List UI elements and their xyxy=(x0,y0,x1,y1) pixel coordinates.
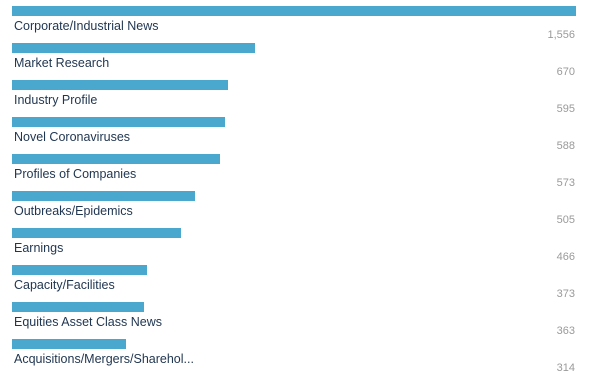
category-label: Equities Asset Class News xyxy=(14,315,162,329)
category-label: Capacity/Facilities xyxy=(14,278,115,292)
value-label: 670 xyxy=(556,66,575,78)
value-label: 588 xyxy=(556,140,575,152)
category-label: Profiles of Companies xyxy=(14,167,137,181)
bar[interactable] xyxy=(12,6,576,16)
category-label: Earnings xyxy=(14,241,64,255)
bar[interactable] xyxy=(12,80,228,90)
category-label: Corporate/Industrial News xyxy=(14,19,159,33)
category-label: Novel Coronaviruses xyxy=(14,130,131,144)
bar[interactable] xyxy=(12,117,225,127)
bar[interactable] xyxy=(12,302,144,312)
value-label: 466 xyxy=(556,251,575,263)
value-label: 363 xyxy=(556,325,575,337)
category-label: Acquisitions/Mergers/Sharehol... xyxy=(14,352,194,366)
value-label: 1,556 xyxy=(547,29,575,41)
value-label: 314 xyxy=(556,362,575,374)
value-label: 573 xyxy=(556,177,575,189)
bar[interactable] xyxy=(12,191,195,201)
value-label: 505 xyxy=(556,214,575,226)
category-label: Market Research xyxy=(14,56,110,70)
bar[interactable] xyxy=(12,43,255,53)
bar[interactable] xyxy=(12,339,126,349)
bar[interactable] xyxy=(12,154,220,164)
bar[interactable] xyxy=(12,228,181,238)
category-label: Industry Profile xyxy=(14,93,98,107)
value-label: 595 xyxy=(556,103,575,115)
category-label: Outbreaks/Epidemics xyxy=(14,204,133,218)
value-label: 373 xyxy=(556,288,575,300)
bar[interactable] xyxy=(12,265,147,275)
